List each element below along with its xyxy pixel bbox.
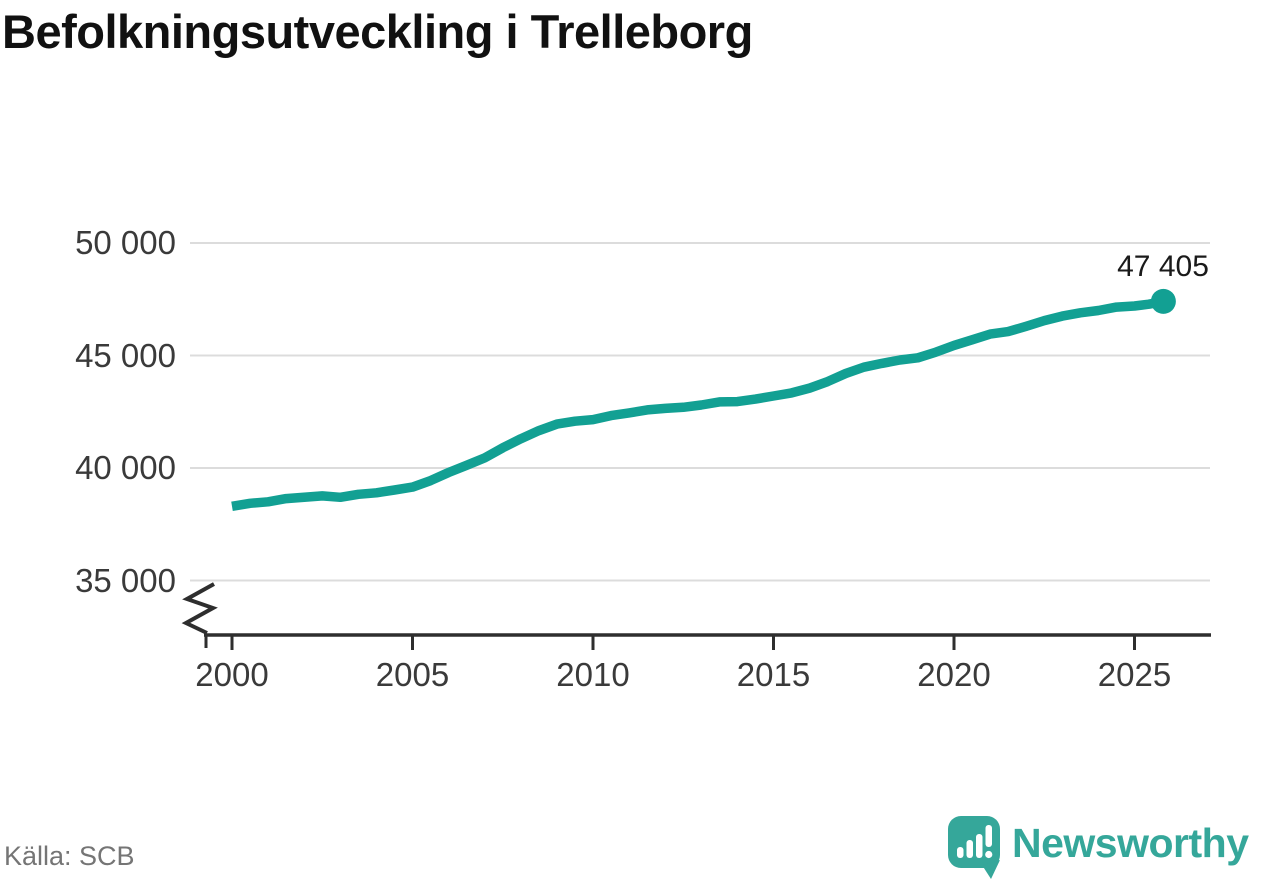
newsworthy-logo-icon: [948, 816, 1000, 879]
bar-medium: [966, 840, 973, 858]
x-axis-tick-label: 2005: [375, 656, 450, 693]
x-axis-tick-label: 2010: [556, 656, 630, 693]
population-line: [231, 296, 1165, 511]
last-point-marker: [1150, 288, 1176, 314]
x-axis-tick-label: 2000: [195, 656, 269, 693]
speech-bubble-tail: [982, 860, 1000, 879]
bar-small: [957, 847, 964, 858]
source-label: Källa: SCB: [4, 841, 135, 871]
bar-tall: [976, 834, 983, 858]
exclamation-dot: [985, 850, 993, 859]
x-axis-tick-label: 2025: [1097, 656, 1172, 693]
y-axis-tick-label: 45 000: [75, 336, 176, 374]
axis-break-icon: [181, 582, 218, 635]
newsworthy-logo: Newsworthy: [946, 812, 1262, 879]
y-axis-tick-label: 40 000: [75, 449, 176, 486]
exclamation-bar: [985, 825, 992, 847]
last-value-label: 47 405: [1117, 250, 1209, 283]
y-axis-tick-label: 35 000: [75, 561, 176, 599]
chart-title: Befolkningsutveckling i Trelleborg: [2, 5, 753, 58]
newsworthy-wordmark: Newsworthy: [1012, 820, 1249, 866]
x-axis-tick-label: 2015: [736, 656, 811, 693]
y-axis-tick-label: 50 000: [75, 224, 176, 261]
x-axis-tick-label: 2020: [917, 656, 991, 693]
